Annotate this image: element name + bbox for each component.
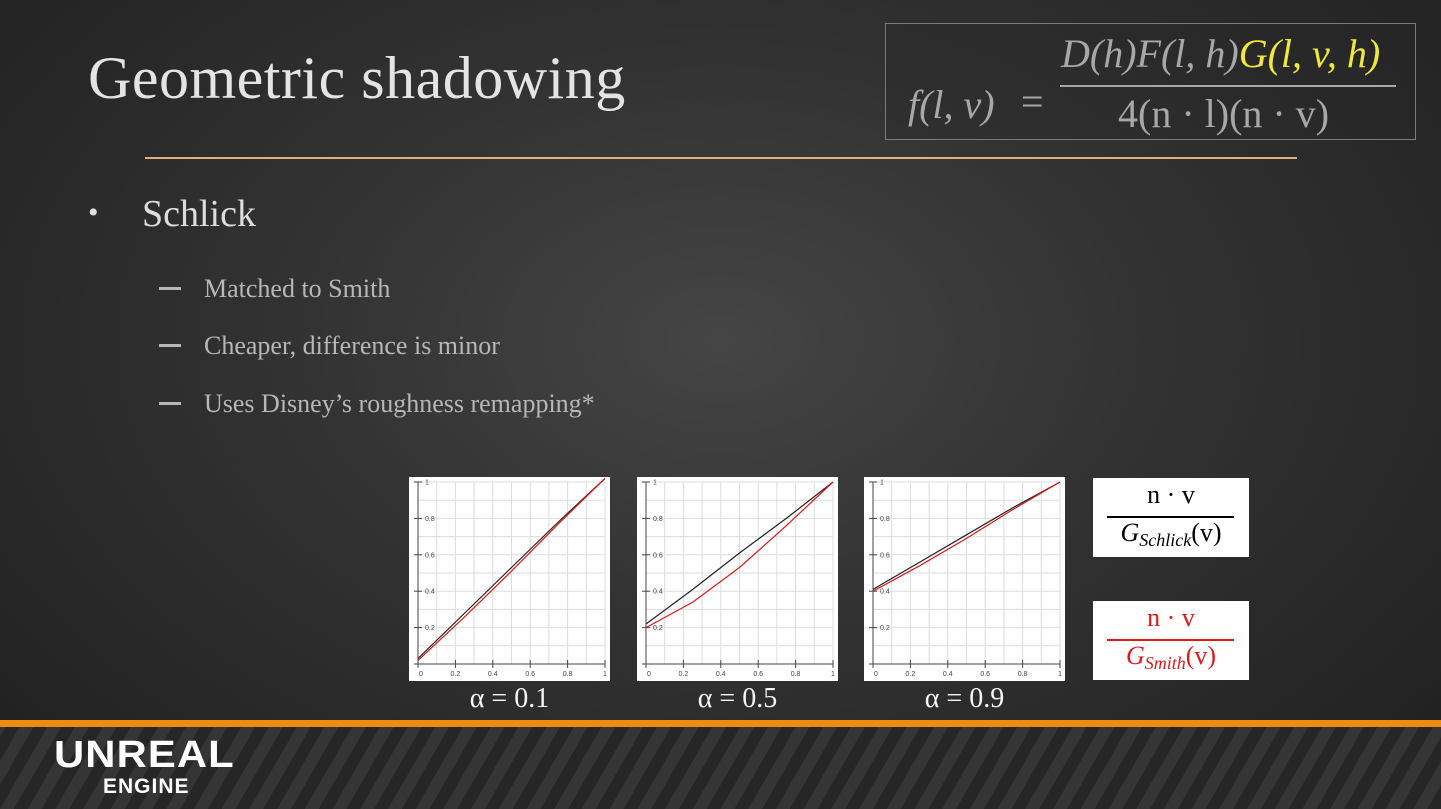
y-tick-label: 0.4 xyxy=(653,589,663,596)
x-tick-label: 0.8 xyxy=(791,671,801,678)
subbullet-text: Uses Disney’s roughness remapping* xyxy=(204,389,595,418)
y-tick-label: 1 xyxy=(880,480,884,487)
formula-numerator: D(h)F(l, h)G(l, v, h) xyxy=(1061,30,1380,77)
series-line xyxy=(872,481,1061,592)
legend-schlick: n · v GSchlick(v) xyxy=(1093,478,1249,557)
series-line xyxy=(645,481,834,629)
subbullet-text: Matched to Smith xyxy=(204,274,391,303)
y-tick-label: 1 xyxy=(653,480,657,487)
plot-svg: 0.2 0.4 0.6 0.8 1 0.2 0.4 0.6 0.8 1 0 xyxy=(642,480,835,678)
y-tick-label: 0.4 xyxy=(425,589,435,596)
x-tick-label: 0.4 xyxy=(943,671,953,678)
formula-denominator: 4(n · l)(n · v) xyxy=(1118,91,1330,136)
plot-caption: α = 0.9 xyxy=(924,683,1005,714)
legend-numerator: n · v xyxy=(1147,480,1195,509)
legend-denominator-suffix: (v) xyxy=(1185,641,1217,670)
y-tick-label: 0.8 xyxy=(880,516,890,523)
x-tick-label: 0.8 xyxy=(563,671,573,678)
formula-lhs: f(l, v) xyxy=(908,82,995,127)
legend-denominator-symbol: G xyxy=(1120,518,1140,547)
x-tick-label: 0.6 xyxy=(525,671,535,678)
brdf-formula-box: f(l, v) = D(h)F(l, h)G(l, v, h) 4(n · l)… xyxy=(885,23,1416,140)
legend-fraction-bar xyxy=(1107,516,1234,518)
plot-caption: α = 0.1 xyxy=(469,683,550,714)
formula-numerator-plain: D(h)F(l, h) xyxy=(1061,31,1239,76)
y-tick-label: 0.4 xyxy=(880,589,890,596)
origin-label: 0 xyxy=(647,671,651,678)
slide-title: Geometric shadowing xyxy=(88,45,626,111)
bullet-text: Schlick xyxy=(142,193,256,235)
legend-subscript: Smith xyxy=(1144,653,1186,673)
x-tick-label: 0.2 xyxy=(451,671,461,678)
plot-alpha-0-1: 0.2 0.4 0.6 0.8 1 0.2 0.4 0.6 0.8 1 0 xyxy=(409,477,610,681)
plot-alpha-0-5: 0.2 0.4 0.6 0.8 1 0.2 0.4 0.6 0.8 1 0 xyxy=(637,477,838,681)
x-tick-label: 1 xyxy=(603,671,607,678)
footer-band xyxy=(0,727,1441,809)
legend-denominator-symbol: G xyxy=(1125,641,1145,670)
x-tick-label: 1 xyxy=(831,671,835,678)
y-tick-label: 1 xyxy=(425,480,429,487)
y-tick-label: 0.8 xyxy=(653,516,663,523)
footer-orange-strip xyxy=(0,720,1441,727)
title-underline xyxy=(145,157,1297,159)
origin-label: 0 xyxy=(874,671,878,678)
plot-alpha-0-9: 0.2 0.4 0.6 0.8 1 0.2 0.4 0.6 0.8 1 0 xyxy=(864,477,1065,681)
unreal-logo-text: UNREAL xyxy=(54,734,235,776)
series-line xyxy=(417,477,606,661)
x-tick-label: 1 xyxy=(1058,671,1062,678)
x-tick-label: 0.8 xyxy=(1018,671,1028,678)
legend-subscript: Schlick xyxy=(1139,530,1192,550)
legend-denominator-suffix: (v) xyxy=(1191,518,1222,547)
legend-smith: n · v GSmith(v) xyxy=(1093,601,1249,680)
series-line xyxy=(645,481,834,625)
y-tick-label: 0.6 xyxy=(425,552,435,559)
formula-numerator-highlight: G(l, v, h) xyxy=(1238,31,1381,76)
legend-denominator: GSchlick(v) xyxy=(1093,518,1249,551)
plot-svg: 0.2 0.4 0.6 0.8 1 0.2 0.4 0.6 0.8 1 0 xyxy=(414,477,607,678)
engine-logo-text: ENGINE xyxy=(103,775,190,798)
legend-numerator: n · v xyxy=(1147,603,1195,632)
y-tick-label: 0.8 xyxy=(425,516,435,523)
subbullet-text: Cheaper, difference is minor xyxy=(204,331,500,360)
plot-caption: α = 0.5 xyxy=(697,683,778,714)
y-tick-label: 0.6 xyxy=(880,552,890,559)
series-line xyxy=(417,477,606,659)
formula-equals: = xyxy=(1021,79,1044,124)
y-tick-label: 0.2 xyxy=(653,625,663,632)
x-tick-label: 0.4 xyxy=(488,671,498,678)
y-tick-label: 0.2 xyxy=(880,625,890,632)
plot-svg: 0.2 0.4 0.6 0.8 1 0.2 0.4 0.6 0.8 1 0 xyxy=(869,480,1062,678)
legend-fraction-bar xyxy=(1107,639,1234,641)
series-line xyxy=(872,481,1061,590)
formula-fraction-bar xyxy=(1060,85,1396,87)
legend-denominator: GSmith(v) xyxy=(1093,641,1249,674)
x-tick-label: 0.6 xyxy=(980,671,990,678)
y-tick-label: 0.2 xyxy=(425,625,435,632)
origin-label: 0 xyxy=(419,671,423,678)
x-tick-label: 0.2 xyxy=(679,671,689,678)
bullet-dot-icon: • xyxy=(88,196,99,229)
x-tick-label: 0.2 xyxy=(906,671,916,678)
x-tick-label: 0.6 xyxy=(753,671,763,678)
x-tick-label: 0.4 xyxy=(716,671,726,678)
y-tick-label: 0.6 xyxy=(653,552,663,559)
